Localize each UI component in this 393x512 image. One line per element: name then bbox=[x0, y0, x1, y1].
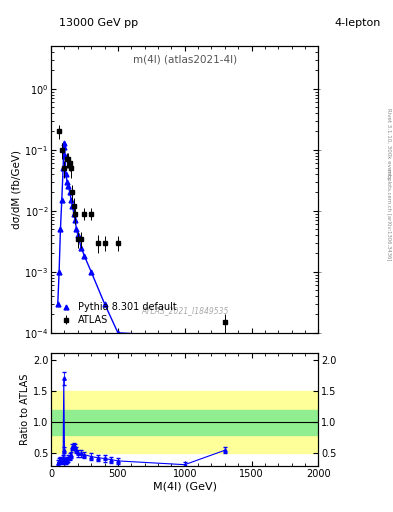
Pythia 8.301 default bbox=[75, 232, 80, 238]
Pythia 8.301 default bbox=[63, 153, 68, 159]
Pythia 8.301 default bbox=[222, 336, 227, 342]
Pythia 8.301 default bbox=[102, 301, 107, 307]
Pythia 8.301 default bbox=[68, 189, 72, 196]
Pythia 8.301 default bbox=[55, 301, 60, 307]
Line: Pythia 8.301 default: Pythia 8.301 default bbox=[55, 140, 227, 341]
Pythia 8.301 default bbox=[72, 210, 76, 217]
Pythia 8.301 default bbox=[57, 269, 61, 275]
Text: mcplots.cern.ch [arXiv:1306.3436]: mcplots.cern.ch [arXiv:1306.3436] bbox=[386, 169, 391, 261]
Pythia 8.301 default bbox=[116, 330, 120, 336]
Pythia 8.301 default bbox=[70, 203, 75, 209]
Y-axis label: dσ/dM (fb/GeV): dσ/dM (fb/GeV) bbox=[11, 150, 21, 229]
X-axis label: M(4l) (GeV): M(4l) (GeV) bbox=[153, 481, 217, 492]
Pythia 8.301 default bbox=[79, 244, 84, 250]
Text: Rivet 3.1.10, 300k events: Rivet 3.1.10, 300k events bbox=[386, 108, 391, 179]
Pythia 8.301 default bbox=[59, 197, 64, 203]
Pythia 8.301 default bbox=[89, 269, 94, 275]
Pythia 8.301 default bbox=[61, 144, 66, 151]
Pythia 8.301 default bbox=[61, 165, 66, 171]
Y-axis label: Ratio to ATLAS: Ratio to ATLAS bbox=[20, 374, 30, 445]
Text: 13000 GeV pp: 13000 GeV pp bbox=[59, 18, 138, 28]
Pythia 8.301 default bbox=[63, 171, 68, 177]
Pythia 8.301 default bbox=[69, 197, 73, 203]
Pythia 8.301 default bbox=[65, 179, 70, 185]
Pythia 8.301 default bbox=[74, 226, 79, 232]
Text: 4-lepton: 4-lepton bbox=[335, 18, 381, 28]
Pythia 8.301 default bbox=[82, 253, 87, 259]
Legend: Pythia 8.301 default, ATLAS: Pythia 8.301 default, ATLAS bbox=[56, 299, 180, 328]
Text: m(4l) (atlas2021-4l): m(4l) (atlas2021-4l) bbox=[133, 55, 237, 65]
Pythia 8.301 default bbox=[62, 140, 67, 146]
Text: ATLAS_2021_I1849535: ATLAS_2021_I1849535 bbox=[141, 307, 228, 315]
Pythia 8.301 default bbox=[66, 183, 71, 189]
Pythia 8.301 default bbox=[58, 226, 63, 232]
Pythia 8.301 default bbox=[73, 217, 77, 223]
